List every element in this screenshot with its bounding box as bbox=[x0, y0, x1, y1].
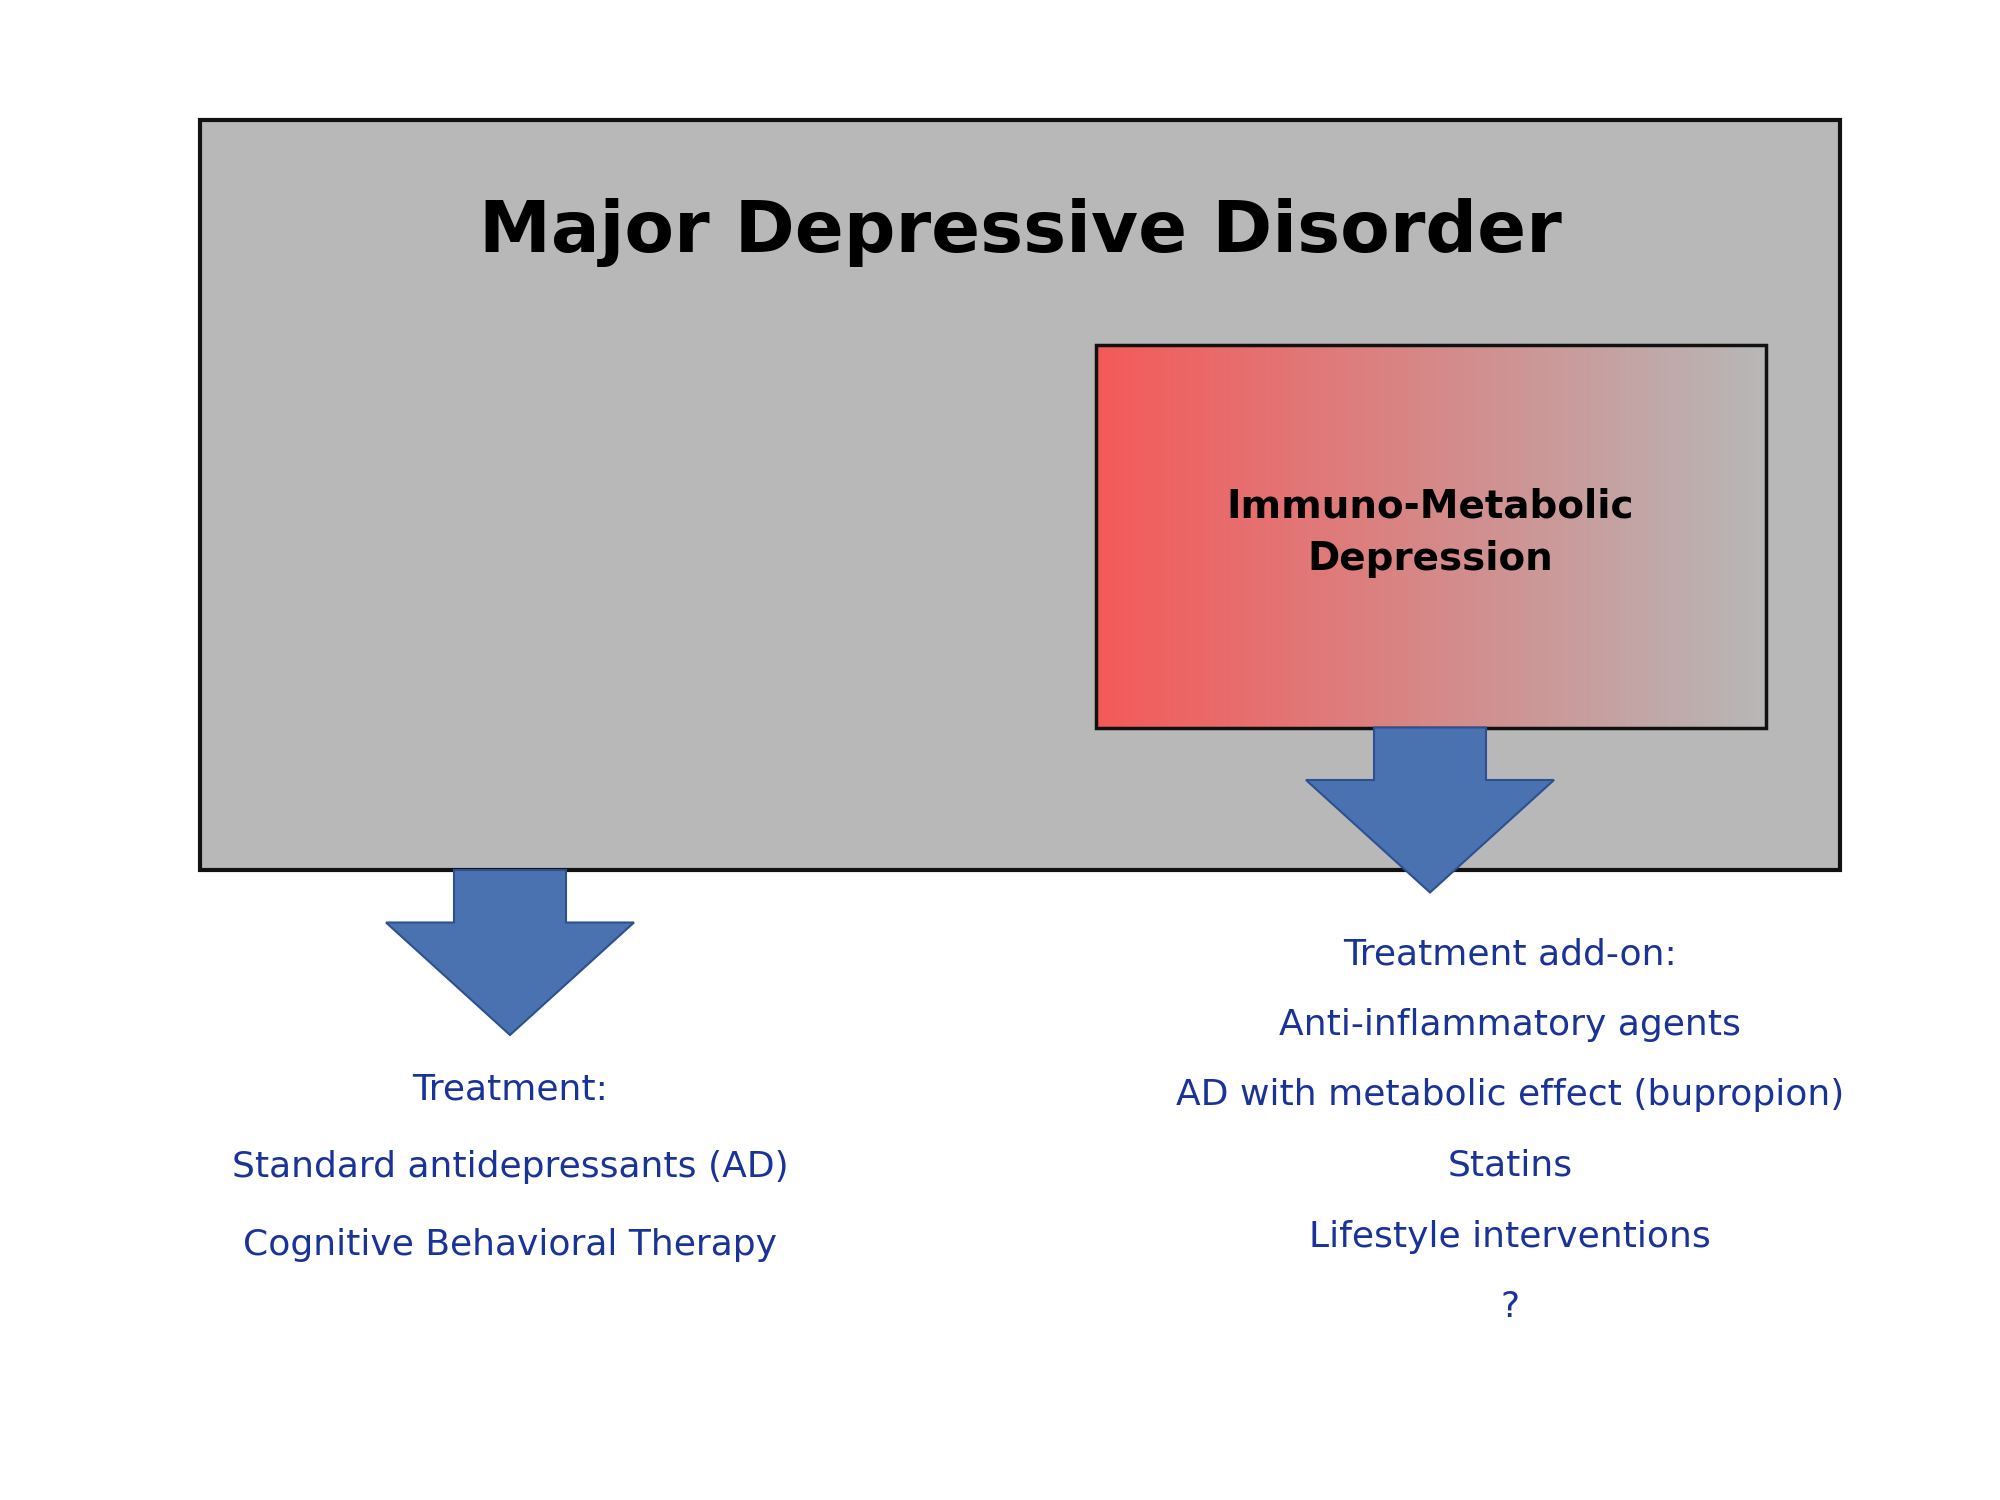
Bar bbox=[200, 120, 1840, 870]
Polygon shape bbox=[1306, 728, 1554, 892]
Text: Standard antidepressants (AD): Standard antidepressants (AD) bbox=[232, 1150, 788, 1185]
Polygon shape bbox=[386, 870, 634, 1035]
Text: AD with metabolic effect (bupropion): AD with metabolic effect (bupropion) bbox=[1176, 1078, 1844, 1113]
Text: Major Depressive Disorder: Major Depressive Disorder bbox=[478, 198, 1562, 267]
Text: Cognitive Behavioral Therapy: Cognitive Behavioral Therapy bbox=[244, 1228, 776, 1263]
Text: Treatment add-on:: Treatment add-on: bbox=[1344, 938, 1676, 972]
Text: Treatment:: Treatment: bbox=[412, 1072, 608, 1107]
Text: Lifestyle interventions: Lifestyle interventions bbox=[1310, 1220, 1710, 1254]
Text: Anti-inflammatory agents: Anti-inflammatory agents bbox=[1280, 1008, 1740, 1042]
Text: Immuno-Metabolic
Depression: Immuno-Metabolic Depression bbox=[1226, 488, 1634, 578]
Bar bbox=[1096, 345, 1766, 728]
Text: Statins: Statins bbox=[1448, 1149, 1572, 1184]
Text: ?: ? bbox=[1500, 1290, 1520, 1324]
